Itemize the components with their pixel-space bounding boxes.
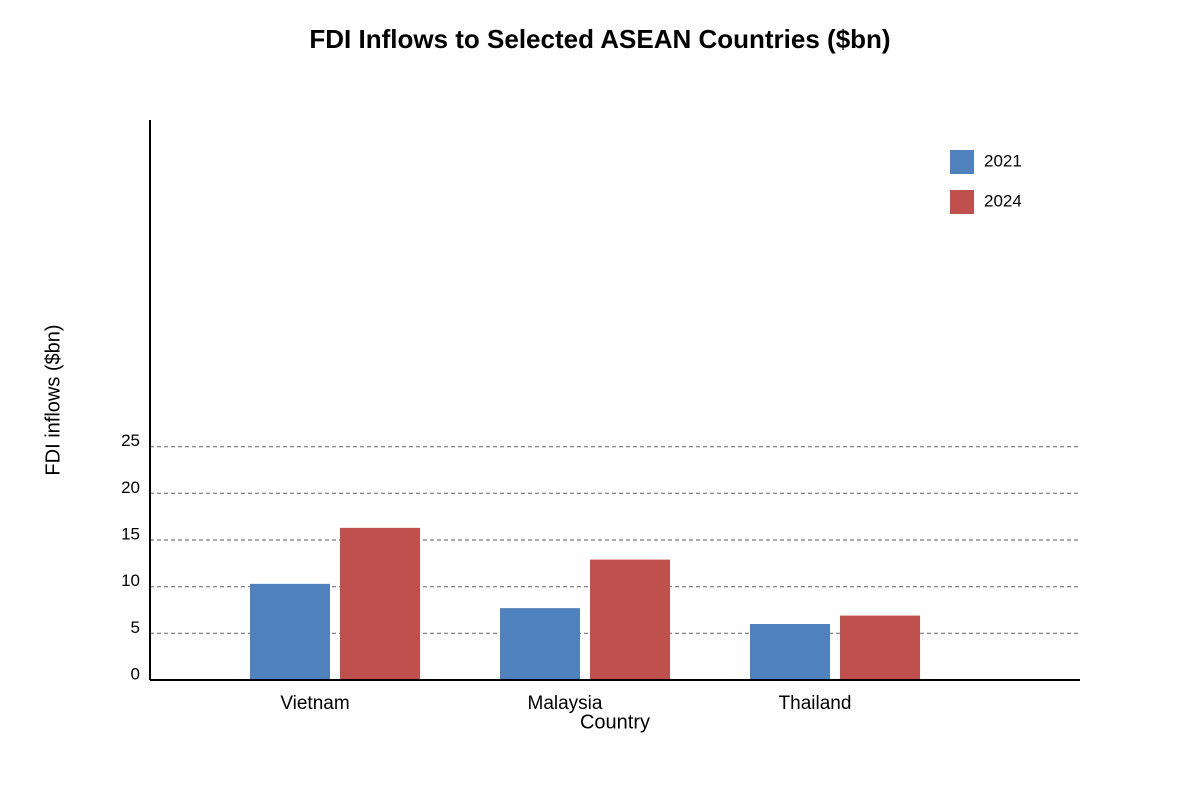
legend-label: 2021 xyxy=(984,151,1022,170)
chart-title: FDI Inflows to Selected ASEAN Countries … xyxy=(309,24,890,54)
y-tick-label: 20 xyxy=(121,478,140,497)
legend-label: 2024 xyxy=(984,191,1022,210)
x-tick-label: Vietnam xyxy=(280,693,349,714)
x-tick-label: Malaysia xyxy=(528,693,603,714)
legend-swatch xyxy=(950,190,974,214)
y-tick-label: 5 xyxy=(131,618,140,637)
y-axis-label: FDI inflows ($bn) xyxy=(42,324,64,475)
y-tick-label: 0 xyxy=(131,664,140,683)
legend-swatch xyxy=(950,150,974,174)
y-tick-label: 15 xyxy=(121,524,140,543)
bar xyxy=(340,527,420,680)
y-tick-label: 10 xyxy=(121,571,140,590)
bar xyxy=(250,583,330,680)
bar xyxy=(500,608,580,680)
y-tick-label: 25 xyxy=(121,431,140,450)
bar xyxy=(590,559,670,680)
x-tick-label: Thailand xyxy=(779,693,852,714)
bar xyxy=(750,624,830,680)
bar xyxy=(840,615,920,680)
x-axis-label: Country xyxy=(580,711,650,733)
